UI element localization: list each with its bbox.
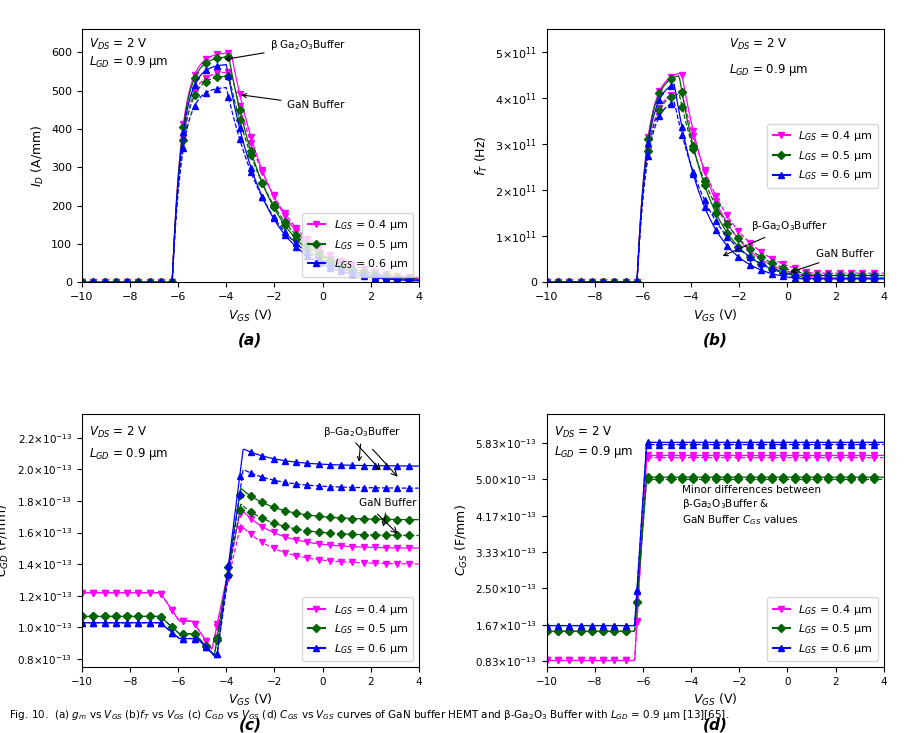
Text: $V_{DS}$ = 2 V: $V_{DS}$ = 2 V bbox=[554, 425, 612, 440]
Text: $V_{DS}$ = 2 V: $V_{DS}$ = 2 V bbox=[729, 37, 787, 52]
Text: (b): (b) bbox=[702, 333, 728, 348]
Legend: $L_{GS}$ = 0.4 μm, $L_{GS}$ = 0.5 μm, $L_{GS}$ = 0.6 μm: $L_{GS}$ = 0.4 μm, $L_{GS}$ = 0.5 μm, $L… bbox=[302, 597, 414, 661]
X-axis label: $V_{GS}$ (V): $V_{GS}$ (V) bbox=[228, 692, 272, 708]
Text: Minor differences between
β-Ga$_2$O$_3$Buffer &
GaN Buffer $C_{GS}$ values: Minor differences between β-Ga$_2$O$_3$B… bbox=[681, 485, 821, 526]
Y-axis label: $f_T$ (Hz): $f_T$ (Hz) bbox=[474, 136, 490, 176]
Text: $L_{GD}$ = 0.9 μm: $L_{GD}$ = 0.9 μm bbox=[89, 446, 169, 462]
Y-axis label: $I_D$ (A/mm): $I_D$ (A/mm) bbox=[29, 125, 46, 187]
Legend: $L_{GS}$ = 0.4 μm, $L_{GS}$ = 0.5 μm, $L_{GS}$ = 0.6 μm: $L_{GS}$ = 0.4 μm, $L_{GS}$ = 0.5 μm, $L… bbox=[302, 213, 414, 277]
Text: $L_{GD}$ = 0.9 μm: $L_{GD}$ = 0.9 μm bbox=[554, 443, 633, 460]
Legend: $L_{GS}$ = 0.4 μm, $L_{GS}$ = 0.5 μm, $L_{GS}$ = 0.6 μm: $L_{GS}$ = 0.4 μm, $L_{GS}$ = 0.5 μm, $L… bbox=[767, 124, 878, 188]
Text: (a): (a) bbox=[239, 333, 262, 348]
Y-axis label: $C_{GS}$ (F/mm): $C_{GS}$ (F/mm) bbox=[454, 504, 470, 576]
Text: $V_{DS}$ = 2 V: $V_{DS}$ = 2 V bbox=[89, 37, 148, 52]
Y-axis label: $C_{GD}$ (F/mm): $C_{GD}$ (F/mm) bbox=[0, 504, 12, 577]
X-axis label: $V_{GS}$ (V): $V_{GS}$ (V) bbox=[693, 692, 738, 708]
Text: Fig. 10.  (a) $g_m$ vs $V_{GS}$ (b)$f_T$ vs $V_{GS}$ (c) $C_{GD}$ vs $V_{GS}$ (d: Fig. 10. (a) $g_m$ vs $V_{GS}$ (b)$f_T$ … bbox=[9, 708, 730, 722]
Text: β-Ga$_2$O$_3$Buffer: β-Ga$_2$O$_3$Buffer bbox=[723, 219, 828, 256]
Text: $V_{DS}$ = 2 V: $V_{DS}$ = 2 V bbox=[89, 425, 148, 440]
Text: (d): (d) bbox=[702, 718, 728, 733]
X-axis label: $V_{GS}$ (V): $V_{GS}$ (V) bbox=[693, 308, 738, 324]
Text: β Ga$_2$O$_3$Buffer: β Ga$_2$O$_3$Buffer bbox=[226, 39, 346, 61]
Text: $L_{GD}$ = 0.9 μm: $L_{GD}$ = 0.9 μm bbox=[729, 62, 808, 78]
Text: GaN Buffer: GaN Buffer bbox=[242, 94, 344, 110]
Text: β–Ga$_2$O$_3$Buffer: β–Ga$_2$O$_3$Buffer bbox=[322, 424, 401, 460]
Text: GaN Buffer: GaN Buffer bbox=[792, 249, 874, 273]
Legend: $L_{GS}$ = 0.4 μm, $L_{GS}$ = 0.5 μm, $L_{GS}$ = 0.6 μm: $L_{GS}$ = 0.4 μm, $L_{GS}$ = 0.5 μm, $L… bbox=[767, 597, 878, 661]
Text: (c): (c) bbox=[239, 718, 261, 733]
X-axis label: $V_{GS}$ (V): $V_{GS}$ (V) bbox=[228, 308, 272, 324]
Text: $L_{GD}$ = 0.9 μm: $L_{GD}$ = 0.9 μm bbox=[89, 54, 169, 70]
Text: GaN Buffer: GaN Buffer bbox=[359, 498, 416, 526]
